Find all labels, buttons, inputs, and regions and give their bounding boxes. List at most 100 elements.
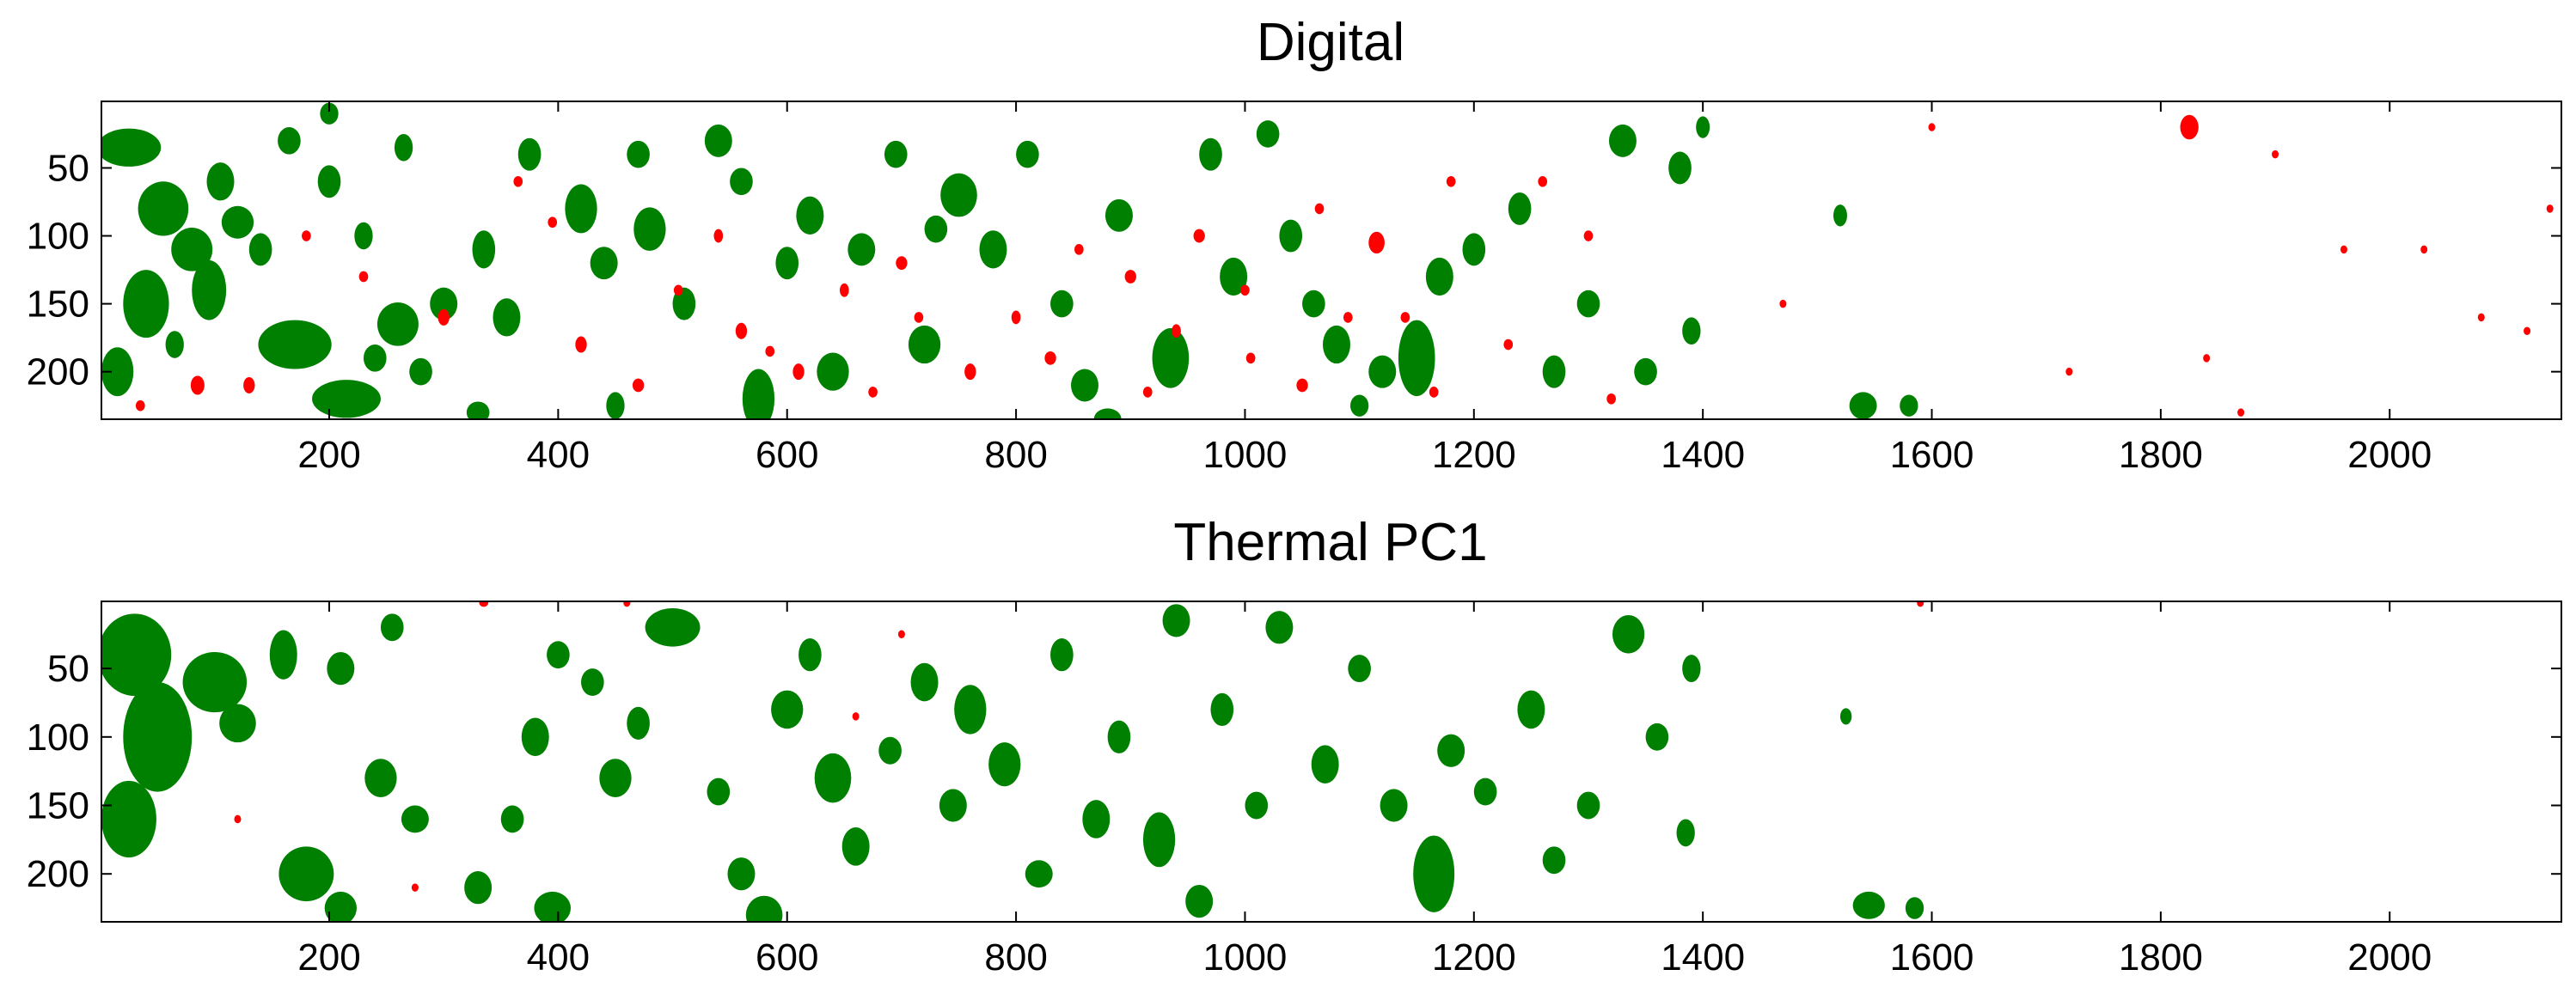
positive-region (1302, 290, 1325, 318)
positive-region (312, 380, 381, 418)
panel-digital: Digital 200 400 600 800 1000 1200 1400 1600 1800… (27, 13, 2562, 476)
positive-region (1380, 789, 1408, 822)
negative-region (2546, 204, 2554, 213)
positive-region (1185, 884, 1214, 918)
positive-region (101, 128, 162, 167)
positive-region (847, 233, 876, 266)
positive-region (1676, 819, 1695, 847)
positive-region (627, 706, 650, 740)
negative-region (1172, 324, 1181, 338)
positive-region (633, 207, 666, 251)
positive-region (376, 302, 419, 346)
positive-region (165, 331, 184, 358)
y-tick-label: 150 (27, 284, 89, 326)
positive-region (320, 102, 339, 125)
panel-thermal-pc1: Thermal PC1 200 400 600 800 1000 1200 1400 1600… (27, 513, 2562, 979)
positive-region (798, 638, 822, 672)
positive-region (796, 196, 824, 235)
negative-region (2203, 354, 2211, 363)
negative-region (1124, 270, 1136, 284)
tick-layer: 200 400 600 800 1000 1200 1400 1600 1800 2000 50 10… (27, 101, 2561, 476)
positive-region (1473, 777, 1497, 806)
negative-region (1779, 299, 1787, 308)
positive-region (1612, 614, 1645, 654)
y-tick-label: 200 (27, 351, 89, 393)
positive-region (1517, 690, 1545, 729)
negative-region (896, 256, 908, 271)
negative-region (2477, 313, 2485, 322)
negative-region (2524, 326, 2531, 335)
negative-region (713, 229, 724, 243)
positive-region (472, 230, 496, 269)
negative-region (1400, 312, 1410, 323)
negative-region (964, 363, 976, 381)
positive-region (884, 140, 908, 168)
negative-region (2180, 114, 2199, 140)
positive-region (394, 133, 413, 162)
positive-region (269, 630, 297, 680)
x-tick-label: 400 (527, 434, 590, 476)
positive-region (1839, 708, 1852, 725)
positive-region (672, 287, 696, 320)
positive-region (645, 607, 701, 647)
negative-region (1503, 338, 1514, 351)
negative-region (358, 271, 369, 283)
positive-region (1425, 257, 1453, 296)
positive-region (599, 759, 632, 797)
x-tick-label: 800 (984, 936, 1047, 979)
positive-region (1696, 116, 1710, 138)
positive-region (1833, 204, 1847, 227)
x-tick-label: 1000 (1203, 936, 1288, 979)
positive-region (101, 347, 134, 397)
positive-region (101, 780, 156, 858)
negative-region (575, 336, 587, 353)
positive-region (730, 168, 753, 196)
positive-region (1245, 791, 1269, 820)
positive-region (775, 247, 799, 280)
negative-region (2420, 245, 2428, 254)
positive-region (565, 184, 597, 234)
positive-region (278, 846, 334, 902)
positive-region (727, 857, 756, 891)
negative-region (2272, 149, 2279, 159)
negative-region (302, 230, 311, 241)
plot-area (101, 101, 2561, 419)
negative-region (1314, 203, 1325, 215)
positive-region (278, 127, 301, 155)
negative-region (1240, 284, 1250, 296)
positive-region (924, 215, 948, 243)
positive-region (1398, 320, 1435, 397)
positive-region (534, 891, 572, 922)
positive-region (910, 662, 939, 702)
positive-region (464, 871, 493, 905)
positive-region (841, 827, 870, 866)
panel-title: Digital (1257, 13, 1404, 72)
positive-region (324, 891, 357, 922)
positive-region (878, 736, 902, 765)
negative-region (735, 322, 748, 339)
negative-region (1193, 229, 1205, 243)
x-tick-label: 200 (297, 434, 360, 476)
negative-region (852, 712, 860, 721)
negative-region (2340, 245, 2347, 254)
positive-region (182, 651, 248, 713)
negative-region (2237, 408, 2245, 417)
x-tick-label: 2000 (2347, 434, 2432, 476)
positive-region (1368, 355, 1397, 388)
negative-region (897, 630, 905, 639)
positive-region (707, 777, 731, 806)
y-tick-label: 200 (27, 853, 89, 895)
negative-region (1606, 393, 1616, 405)
positive-region (1256, 120, 1280, 148)
positive-region (1462, 233, 1486, 266)
negative-region (1928, 123, 1936, 131)
positive-region (466, 401, 490, 419)
positive-region (521, 717, 549, 757)
negative-region (1446, 175, 1456, 187)
positive-region (1152, 328, 1190, 388)
blob-layer (101, 102, 2554, 419)
x-tick-label: 1200 (1432, 434, 1516, 476)
x-tick-label: 1600 (1890, 434, 1974, 476)
y-tick-label: 100 (27, 716, 89, 759)
negative-region (548, 216, 558, 229)
